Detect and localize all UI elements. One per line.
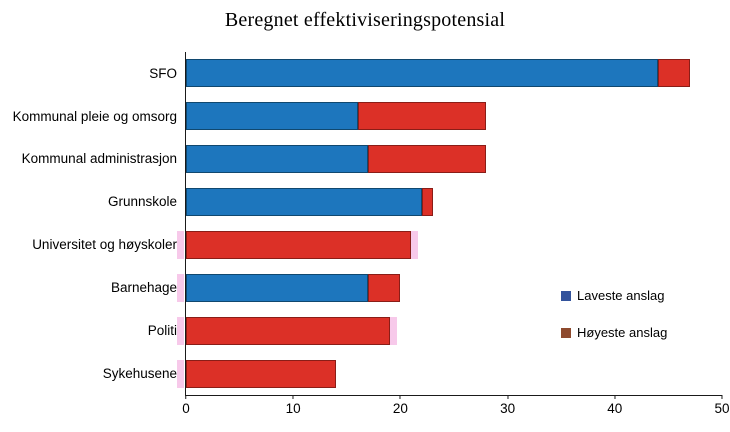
x-axis-tick: 20 [393,395,408,416]
bar-segment-hoyeste [357,102,487,131]
bar-row: Grunnskole [108,181,722,224]
bar-row: Sykehusene [103,352,722,395]
tick-label: 20 [392,401,408,416]
bar [186,188,722,217]
category-label: SFO [149,65,177,81]
bar [177,359,722,388]
tick-mark [399,395,401,399]
tick-mark [185,395,187,399]
bar-segment-hoyeste [368,273,401,302]
bar-segment-hoyeste [186,359,337,388]
legend-swatch [561,290,571,301]
legend: Laveste anslag Høyeste anslag [561,289,667,339]
legend-label: Høyeste anslag [577,325,668,340]
bar [186,145,722,174]
bar-segment-hoyeste [421,188,433,217]
category-label: Kommunal administrasjon [21,151,177,167]
tick-mark [292,395,294,399]
category-label: Barnehage [110,280,177,296]
tick-mark [507,395,509,399]
x-axis-tick: 10 [286,395,301,416]
tick-label: 10 [285,401,301,416]
pink-highlight-end [389,316,397,345]
bar-row: Kommunal pleie og omsorg [13,95,722,138]
bar [186,102,722,131]
bar-segment-hoyeste [186,316,390,345]
tick-label: 40 [607,401,623,416]
x-axis-tick: 0 [182,395,190,416]
x-axis-tick: 40 [607,395,622,416]
bar-rows: SFO Kommunal pleie og omsorg Kommunal admi… [13,52,722,395]
legend-label: Laveste anslag [577,288,665,303]
tick-label: 50 [714,401,730,416]
chart-title: Beregnet effektiviseringspotensial [224,9,506,31]
category-label: Grunnskole [107,194,177,210]
bar-row: Kommunal administrasjon [22,138,722,181]
bar-segment-hoyeste [368,145,487,174]
x-axis-tick: 50 [714,395,730,416]
bar-row: Universitet og høyskoler [32,224,722,267]
bar-segment-laveste [186,188,422,217]
bar-segment-hoyeste [657,59,690,88]
bar-row: Politi [148,309,722,352]
tick-label: 30 [500,401,516,416]
tick-mark [721,395,723,399]
bar-segment-laveste [186,273,369,302]
x-axis: 0 10 20 30 40 50 [182,395,730,419]
bar-segment-laveste [186,59,658,88]
bar-segment-laveste [186,102,358,131]
category-label: Universitet og høyskoler [32,237,177,253]
bar-segment-laveste [186,145,369,174]
tick-label: 0 [182,401,190,416]
bar-segment-hoyeste [186,230,412,259]
legend-swatch [561,327,571,338]
plot-area: SFO Kommunal pleie og omsorg Kommunal admi… [13,52,730,415]
pink-highlight-start [177,230,184,259]
category-label: Sykehusene [102,365,177,381]
category-label: Politi [147,322,177,338]
bar [177,316,722,345]
bar-row: Barnehage [111,266,722,309]
pink-highlight-start [177,359,184,388]
bar [177,230,722,259]
pink-highlight-start [177,273,184,302]
pink-highlight-start [177,316,184,345]
tick-mark [614,395,616,399]
legend-entry: Høyeste anslag [561,326,667,339]
bar [186,59,722,88]
bar-row: SFO [149,52,722,95]
x-axis-tick: 30 [500,395,515,416]
bar [177,273,722,302]
pink-highlight-end [411,230,419,259]
category-label: Kommunal pleie og omsorg [12,108,177,124]
legend-entry: Laveste anslag [561,289,667,302]
